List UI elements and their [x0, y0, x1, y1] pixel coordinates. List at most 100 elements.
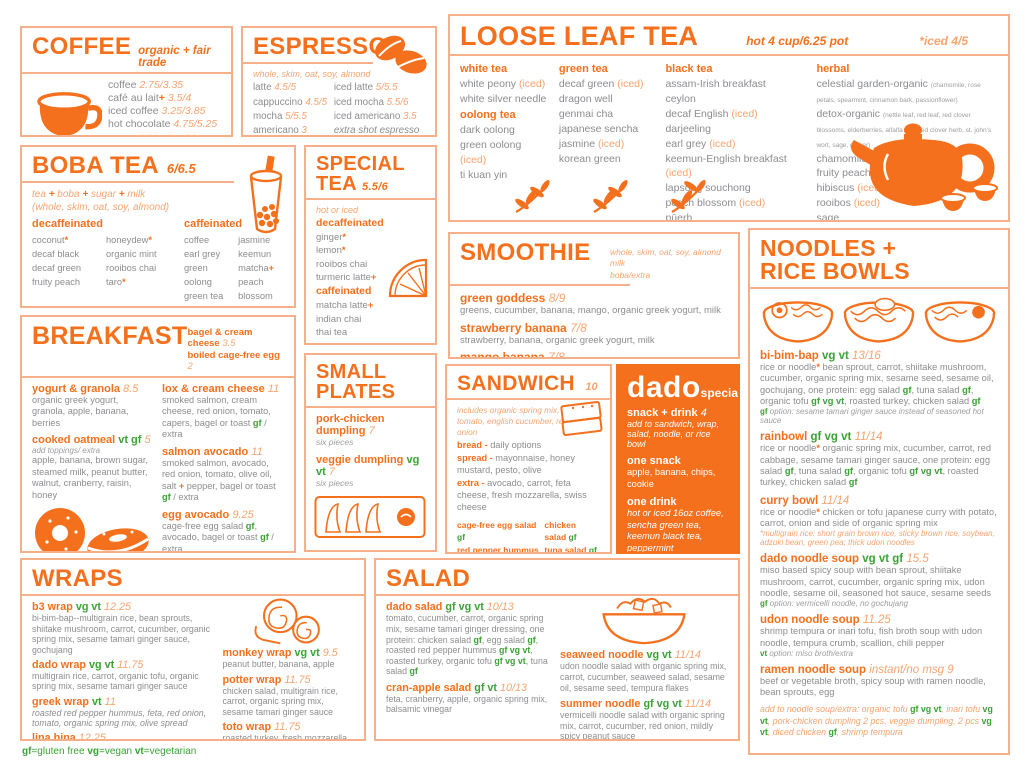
- noodle-bowl-icon: [843, 297, 915, 343]
- menu-entry: rooibos chai: [106, 263, 157, 274]
- menu-entry: celestial garden-organic (chamomile, ros…: [816, 78, 981, 104]
- menu-entry: coconut*: [32, 235, 69, 246]
- menu-entry: korean green: [558, 152, 621, 165]
- menu-entry: bread - daily options: [457, 440, 542, 451]
- breakfast-column-2: lox & cream cheese 11 smoked salmon, crea…: [162, 382, 284, 553]
- divider: [750, 286, 1008, 289]
- menu-item: toto wrap 11.75 roasted turkey, fresh moz…: [222, 720, 350, 741]
- menu-item: bagel & cream cheese 3.5: [187, 327, 253, 350]
- menu-entry: chamomile: [816, 152, 868, 165]
- subheading: black tea: [665, 62, 713, 75]
- lemon-wedge-icon: [388, 258, 428, 298]
- menu-entry: ginger*: [316, 232, 347, 243]
- green-tea-column: green tea decaf green (iced) dragon well ge…: [558, 61, 656, 220]
- special-tea-items: decaffeinated ginger* lemon* rooibos chai tu…: [316, 216, 425, 340]
- menu-entry: spread - mayonnaise, honey mustard, pest…: [457, 453, 575, 476]
- small-plates-title: SMALL PLATES: [316, 361, 396, 404]
- leaf-sprig-icon: [515, 180, 550, 213]
- menu-entry: dragon well: [558, 92, 613, 105]
- breakfast-side-items: bagel & cream cheese 3.5 boiled cage-free…: [187, 324, 284, 373]
- divider: [22, 375, 294, 378]
- divider: [306, 405, 435, 408]
- menu-item: lox & cream cheese 11 smoked salmon, crea…: [162, 382, 280, 440]
- decaf-column-1: coconut* decaf black decaf green fruity pea…: [32, 234, 102, 290]
- rice-bowl-icons: [760, 294, 998, 346]
- small-plates-section: SMALL PLATES pork-chicken dumpling 7 six p…: [304, 353, 437, 552]
- sandwich-build-lines: bread - daily options spread - mayonnaise…: [457, 440, 600, 514]
- smoothie-title: SMOOTHIE: [460, 239, 591, 266]
- coffee-cup-icon: [37, 92, 102, 135]
- sandwich-options-column-1: cage-free egg salad gf red pepper hummus …: [457, 519, 540, 554]
- smoothie-milk-note: whole, skim, oat, soy, almond milk boba/e…: [610, 247, 721, 280]
- menu-item: egg avocado 9.25 cage-free egg salad gf, …: [162, 508, 274, 553]
- divider: [450, 284, 630, 287]
- menu-entry: cappuccino 4.5/5: [253, 96, 328, 108]
- menu-entry: decaf black: [32, 249, 80, 260]
- menu-entry: darjeeling: [665, 122, 711, 135]
- dado-logo: dadospecial: [627, 371, 740, 404]
- menu-item: bi-bim-bap vg vt 13/16 rice or noodle* be…: [760, 349, 994, 426]
- salad-column-2: seaweed noodle vg vt 11/14 udon noodle sa…: [560, 598, 728, 739]
- subheading: caffeinated: [316, 285, 372, 298]
- menu-entry: iced latte 5/5.5: [333, 82, 398, 94]
- menu-entry: pūerh: [665, 212, 693, 222]
- wraps-title: WRAPS: [32, 565, 123, 592]
- menu-entry: indian chai: [316, 313, 362, 325]
- menu-item: curry bowl 11/14 rice or noodle* chicken …: [760, 494, 997, 548]
- menu-item: yogurt & granola 8.5 organic greek yogurt…: [32, 382, 139, 428]
- menu-entry: white peony (iced): [460, 78, 546, 91]
- milk-options: whole, skim, oat, soy, almond: [253, 69, 371, 80]
- menu-entry: matcha latte+: [316, 300, 374, 312]
- menu-entry: earl grey (iced): [665, 137, 736, 150]
- subheading: oolong tea: [460, 108, 516, 121]
- menu-entry: assam-Irish breakfast: [665, 78, 766, 91]
- sandwich-icon: [560, 400, 603, 437]
- espresso-title: ESPRESSO: [253, 33, 388, 60]
- menu-entry: sage: [816, 212, 840, 222]
- menu-entry: iced mocha 5.5/6: [333, 96, 409, 108]
- menu-entry: extra shot espresso 1.3: [333, 125, 420, 137]
- menu-item: strawberry banana 7/8 strawberry, banana,…: [460, 320, 655, 346]
- small-plates-items: pork-chicken dumpling 7 six pieces veggie …: [316, 413, 425, 488]
- menu-entry: white silver needle: [460, 92, 547, 105]
- menu-item: monkey wrap vg vt 9.5 peanut butter, bana…: [222, 647, 338, 670]
- decaf-column-2: honeydew* organic mint rooibos chai taro*: [106, 234, 178, 290]
- menu-entry: tuna salad gf: [544, 544, 597, 554]
- menu-entry: indian chai: [184, 304, 232, 306]
- menu-item: one snack apple, banana, chips, cookie: [627, 455, 716, 489]
- smoothie-section: SMOOTHIE whole, skim, oat, soy, almond m…: [448, 232, 740, 359]
- menu-item: lina bina 12.25chicken salad, cranberry,…: [32, 732, 106, 741]
- breakfast-column-1: yogurt & granola 8.5 organic greek yogurt…: [32, 382, 154, 551]
- bibimbap-bowl-icon: [762, 301, 834, 343]
- menu-item: ramen noodle soup instant/no msg 9 beef o…: [760, 663, 986, 698]
- soup-bowl-icon: [924, 301, 996, 343]
- breakfast-title: BREAKFAST: [32, 322, 188, 350]
- menu-entry: honeydew*: [106, 235, 153, 246]
- menu-entry: fruity peach: [32, 277, 81, 288]
- menu-entry: red pepper hummus gf vt: [457, 544, 539, 554]
- menu-entry: ti kuan yin: [460, 169, 508, 182]
- menu-entry: organic mint: [106, 249, 157, 260]
- espresso-column-1: latte 4.5/5 cappuccino 4.5/5 mocha 5/5.5 am…: [253, 81, 334, 135]
- cacao-note: organic lake champlain cacao: [122, 132, 221, 137]
- menu-item: seaweed noodle vg vt 11/14 udon noodle sa…: [560, 649, 727, 693]
- menu-entry: detox-organic (nettle leaf, red leaf, re…: [816, 107, 992, 149]
- menu-entry: rooibos (iced): [816, 197, 881, 210]
- menu-item: b3 wrap vg vt 12.25 bi-bim-bap--multigrai…: [32, 601, 210, 655]
- menu-entry: cage-free egg salad gf: [457, 520, 537, 543]
- black-tea-column: black tea assam-Irish breakfast ceylon deca…: [665, 61, 806, 222]
- menu-item: veggie dumpling vg vt 7 six pieces: [316, 453, 420, 489]
- menu-entry: thai tea: [238, 304, 288, 306]
- wraps-column-1: b3 wrap vg vt 12.25 bi-bim-bap--multigrai…: [32, 601, 215, 741]
- menu-entry: genmai cha: [558, 107, 614, 120]
- subheading: decaffeinated: [316, 216, 384, 229]
- caffeinated-heading: caffeinated: [184, 218, 243, 231]
- menu-item: cran-apple salad gf vt 10/13 feta, cranbe…: [386, 681, 548, 715]
- menu-entry: thai tea: [316, 327, 348, 338]
- menu-entry: coffee 2.75/3.35: [108, 79, 184, 91]
- smoothie-items: green goddess 8/9 greens, cucumber, banan…: [460, 291, 728, 359]
- menu-entry: jasmine: [238, 235, 271, 246]
- menu-item: mango banana 7/8mango, banana, organic g…: [460, 350, 565, 359]
- coffee-items: coffee 2.75/3.35 café au lait+ 3.5/4 iced …: [108, 79, 221, 132]
- wrap-rolls-icon: [254, 599, 321, 645]
